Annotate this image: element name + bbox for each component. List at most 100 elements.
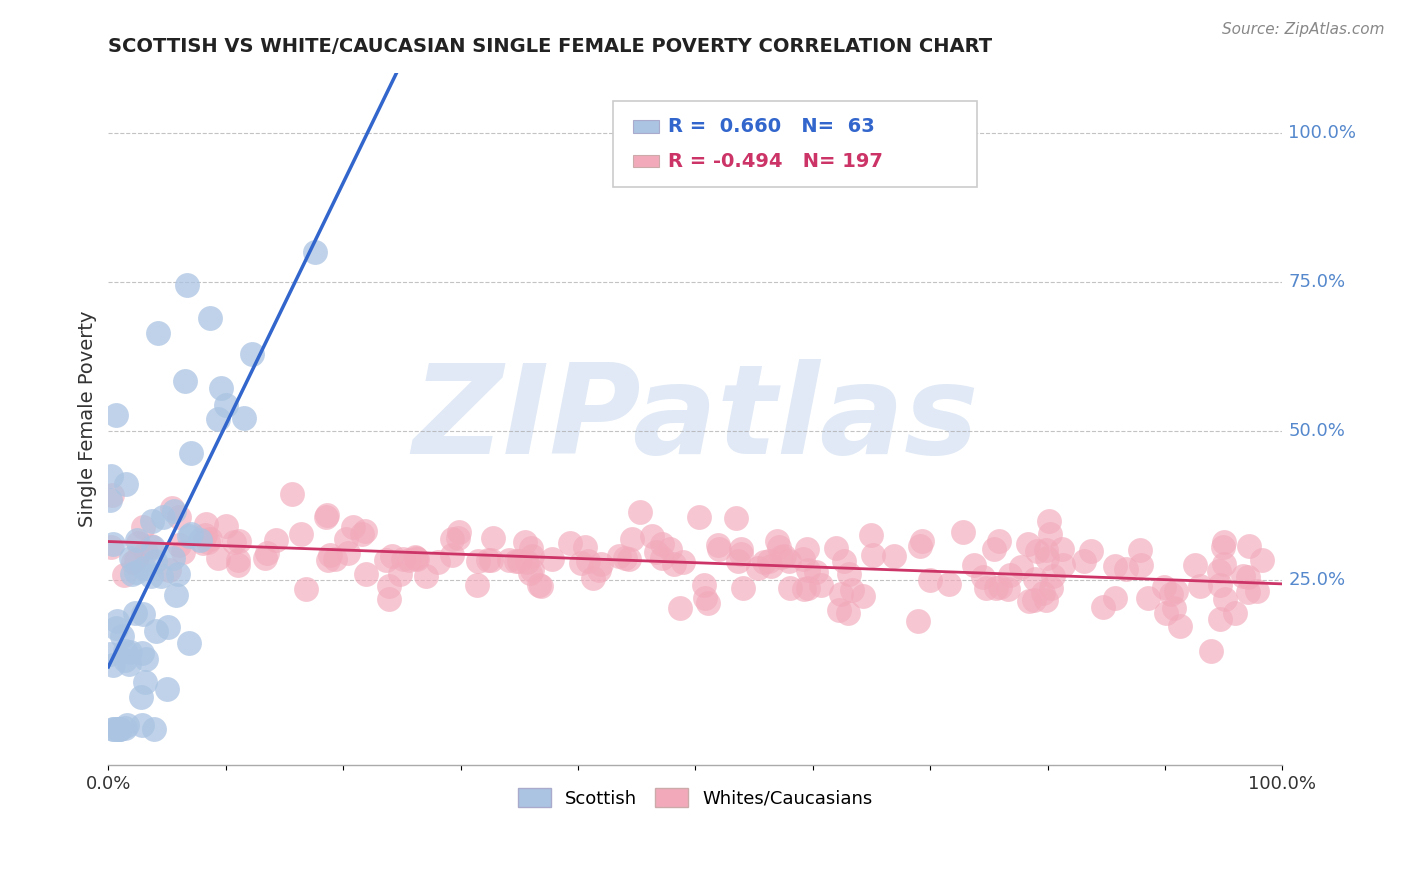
- Point: [337, 546, 360, 560]
- Point: [378, 579, 401, 593]
- Point: [1104, 559, 1126, 574]
- Point: [997, 582, 1019, 596]
- Point: [1035, 543, 1057, 558]
- Point: [588, 563, 610, 577]
- Legend: Scottish, Whites/Caucasians: Scottish, Whites/Caucasians: [510, 781, 880, 815]
- Point: [101, 723, 124, 737]
- Point: [167, 509, 190, 524]
- Point: [1246, 584, 1268, 599]
- Point: [441, 532, 464, 546]
- Point: [131, 646, 153, 660]
- Point: [125, 553, 148, 567]
- Point: [621, 532, 644, 546]
- Point: [105, 621, 128, 635]
- Point: [132, 520, 155, 534]
- Point: [405, 550, 427, 565]
- Point: [174, 374, 197, 388]
- Point: [1250, 553, 1272, 567]
- Point: [591, 557, 613, 571]
- Point: [207, 551, 229, 566]
- Point: [240, 347, 263, 361]
- Point: [796, 542, 818, 557]
- Point: [766, 533, 789, 548]
- Point: [1168, 619, 1191, 633]
- Point: [733, 582, 755, 596]
- Point: [124, 606, 146, 620]
- Point: [1184, 558, 1206, 573]
- Point: [253, 551, 276, 566]
- Point: [162, 550, 184, 565]
- Point: [388, 567, 411, 582]
- Point: [1212, 540, 1234, 554]
- Point: [467, 554, 489, 568]
- Point: [134, 561, 156, 575]
- Point: [256, 546, 278, 560]
- Point: [707, 541, 730, 556]
- Point: [135, 652, 157, 666]
- Point: [644, 545, 666, 559]
- Point: [1237, 539, 1260, 553]
- FancyBboxPatch shape: [633, 155, 659, 168]
- Point: [115, 477, 138, 491]
- Point: [139, 539, 162, 553]
- Point: [194, 527, 217, 541]
- Point: [177, 529, 200, 543]
- Point: [134, 675, 156, 690]
- Point: [179, 636, 201, 650]
- Point: [1036, 550, 1059, 565]
- Point: [508, 554, 530, 568]
- Point: [180, 527, 202, 541]
- Point: [198, 532, 221, 546]
- Point: [1160, 587, 1182, 601]
- Point: [226, 552, 249, 566]
- Point: [520, 562, 543, 576]
- Point: [163, 503, 186, 517]
- Point: [131, 718, 153, 732]
- Point: [120, 645, 142, 659]
- Point: [125, 566, 148, 580]
- Point: [862, 548, 884, 562]
- Point: [1213, 592, 1236, 607]
- Point: [779, 581, 801, 595]
- Point: [295, 582, 318, 597]
- Point: [527, 577, 550, 591]
- Point: [560, 536, 582, 550]
- Point: [143, 554, 166, 568]
- Point: [1130, 558, 1153, 573]
- Point: [134, 545, 156, 559]
- Point: [150, 569, 173, 583]
- Point: [114, 644, 136, 658]
- Point: [114, 653, 136, 667]
- Point: [530, 578, 553, 592]
- Point: [350, 527, 373, 541]
- Point: [1018, 594, 1040, 608]
- Point: [910, 533, 932, 548]
- Point: [157, 563, 180, 577]
- Point: [101, 488, 124, 502]
- Point: [498, 553, 520, 567]
- Point: [447, 525, 470, 540]
- Point: [730, 541, 752, 556]
- Point: [825, 541, 848, 556]
- Point: [100, 469, 122, 483]
- Point: [797, 563, 820, 577]
- Point: [658, 541, 681, 556]
- Point: [157, 620, 180, 634]
- Point: [810, 578, 832, 592]
- Point: [479, 553, 502, 567]
- Point: [1115, 561, 1137, 575]
- Point: [188, 533, 211, 547]
- Point: [515, 535, 537, 549]
- Point: [1164, 584, 1187, 599]
- Point: [838, 567, 860, 582]
- Point: [1080, 544, 1102, 558]
- Point: [180, 446, 202, 460]
- Point: [883, 549, 905, 564]
- Point: [142, 540, 165, 554]
- Point: [1024, 572, 1046, 586]
- Point: [165, 588, 187, 602]
- Point: [1039, 581, 1062, 595]
- Point: [107, 723, 129, 737]
- Text: ZIPatlas: ZIPatlas: [412, 359, 979, 480]
- Point: [988, 580, 1011, 594]
